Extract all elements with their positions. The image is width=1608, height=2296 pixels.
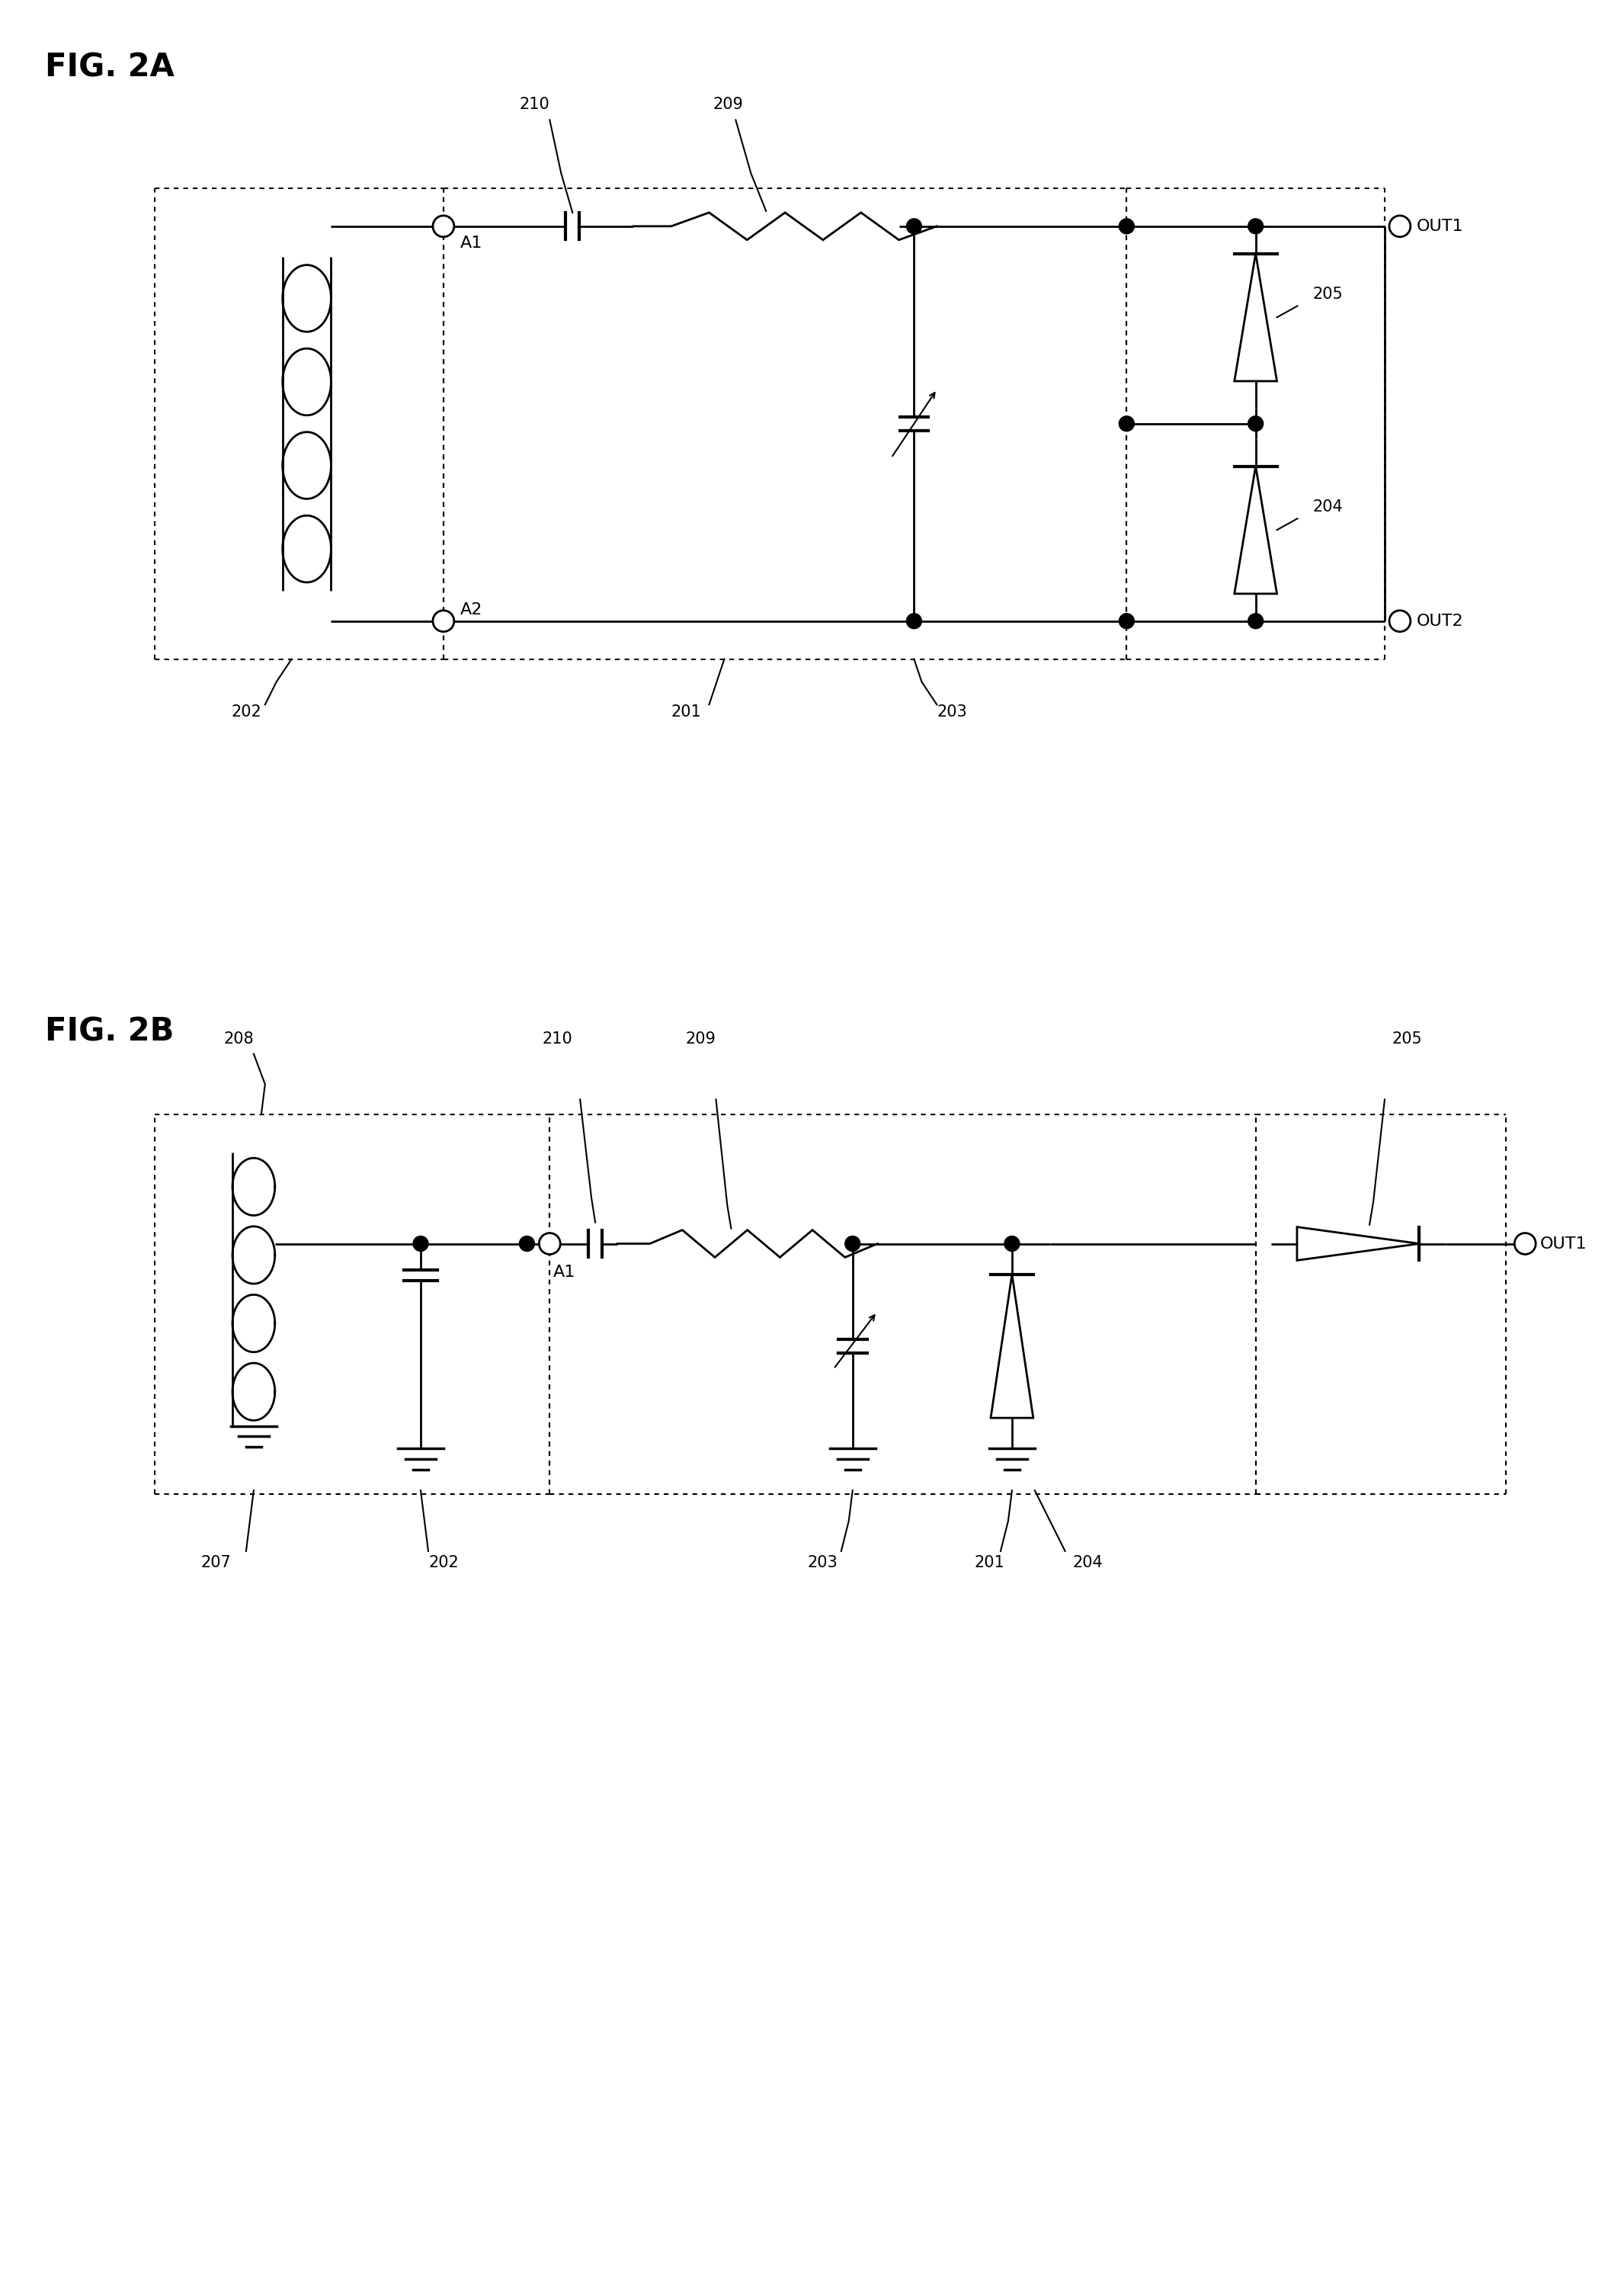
Text: FIG. 2A: FIG. 2A [45,51,174,83]
Circle shape [907,218,921,234]
Text: 204: 204 [1073,1554,1103,1570]
Circle shape [1248,218,1264,234]
Text: 203: 203 [937,705,966,721]
Circle shape [413,1235,428,1251]
Text: FIG. 2B: FIG. 2B [45,1015,174,1047]
Text: 201: 201 [974,1554,1005,1570]
Circle shape [1515,1233,1536,1254]
Circle shape [1248,416,1264,432]
Text: A1: A1 [553,1265,576,1281]
Circle shape [433,216,453,236]
Text: 201: 201 [671,705,701,721]
Polygon shape [991,1274,1034,1419]
Text: OUT2: OUT2 [1417,613,1463,629]
Polygon shape [1235,466,1277,595]
Circle shape [907,613,921,629]
Circle shape [539,1233,560,1254]
Circle shape [1119,416,1134,432]
Circle shape [1389,216,1410,236]
Circle shape [1005,1235,1019,1251]
Circle shape [1119,218,1134,234]
Text: 205: 205 [1312,287,1343,303]
Circle shape [844,1235,860,1251]
Text: 205: 205 [1393,1031,1423,1047]
Text: 209: 209 [712,96,743,113]
Circle shape [1389,611,1410,631]
Text: OUT1: OUT1 [1540,1235,1587,1251]
Text: 203: 203 [807,1554,838,1570]
Text: 210: 210 [519,96,550,113]
Text: A2: A2 [460,602,482,618]
Text: 204: 204 [1312,501,1343,514]
Text: 210: 210 [542,1031,572,1047]
Text: A1: A1 [460,236,482,250]
Circle shape [519,1235,534,1251]
Text: 209: 209 [685,1031,716,1047]
Polygon shape [1235,253,1277,381]
Text: 207: 207 [201,1554,232,1570]
Circle shape [1119,613,1134,629]
Circle shape [1248,613,1264,629]
Text: 208: 208 [224,1031,254,1047]
Text: 202: 202 [428,1554,458,1570]
Polygon shape [1298,1226,1420,1261]
Text: OUT1: OUT1 [1417,218,1463,234]
Text: 202: 202 [232,705,260,721]
Circle shape [433,611,453,631]
